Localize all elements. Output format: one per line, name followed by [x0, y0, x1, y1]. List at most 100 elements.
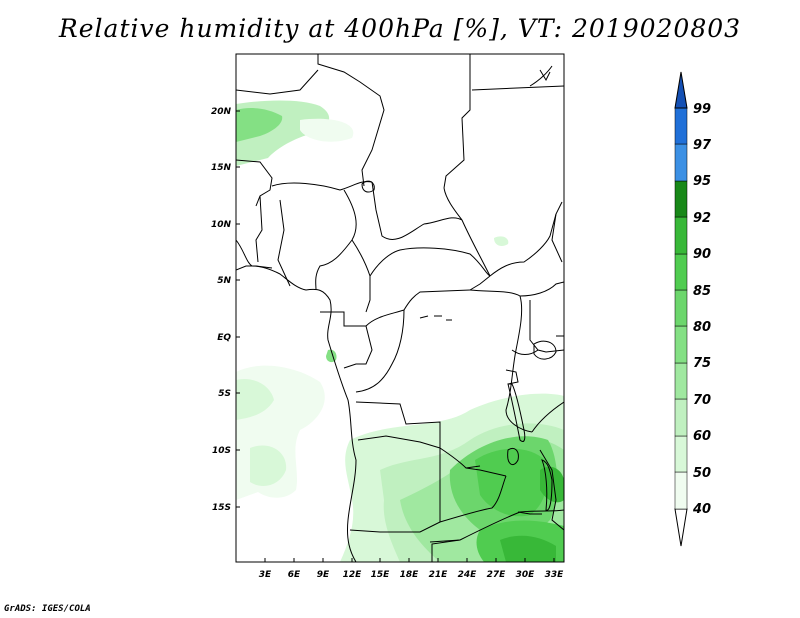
border-rwanda — [505, 369, 519, 385]
colorbar-below-40-triangle — [674, 508, 688, 547]
colorbar-label-80: 80 — [693, 320, 711, 335]
lake-tanganyika — [507, 383, 526, 443]
border-libya-chad — [317, 54, 385, 187]
border-car-south — [369, 247, 491, 277]
lat-label-5s: 5S — [218, 389, 231, 399]
colorbar-swatch-97-99 — [674, 107, 688, 145]
lat-label-15s: 15S — [212, 503, 231, 513]
colorbar-label-60: 60 — [693, 429, 711, 444]
lon-label-15e: 15E — [371, 570, 391, 580]
colorbar-label-50: 50 — [693, 466, 711, 481]
lake-victoria — [533, 340, 557, 360]
border-kenya-uganda — [529, 300, 564, 353]
border-congo — [365, 289, 471, 327]
river-congo-islands — [419, 315, 452, 321]
border-sudan-east — [471, 85, 564, 91]
colorbar-label-95: 95 — [693, 174, 711, 189]
border-ethiopia — [551, 213, 563, 263]
lat-label-20n: 20N — [211, 107, 232, 117]
colorbar-swatch-50-60 — [674, 435, 688, 473]
lat-label-eq: EQ — [217, 333, 231, 343]
lon-axis: 3E 6E 9E 12E 15E 18E 21E 24E 27E 30E 33E — [259, 558, 564, 580]
border-chad-sudan — [443, 187, 491, 277]
border-botswana — [431, 539, 461, 562]
colorbar-label-97: 97 — [693, 138, 712, 153]
lake-mweru — [507, 447, 519, 466]
colorbar-label-40: 40 — [692, 502, 711, 517]
lon-label-24e: 24E — [458, 570, 478, 580]
colorbar-above-99-triangle — [674, 71, 688, 109]
colorbar-swatch-75-80 — [674, 325, 688, 364]
border-drc-west — [355, 309, 405, 393]
coastline-guinea — [236, 265, 273, 271]
border-niger-algeria — [236, 69, 319, 95]
colorbar-label-85: 85 — [693, 284, 711, 299]
lon-label-33e: 33E — [545, 570, 565, 580]
lake-kariba — [517, 511, 542, 515]
rh-area-central-east-light — [494, 236, 509, 246]
rh-area-southern-85 — [475, 448, 548, 517]
lon-label-9e: 9E — [317, 570, 330, 580]
border-eritrea — [539, 69, 551, 82]
colorbar-swatch-85-90 — [674, 253, 688, 291]
chart-title: Relative humidity at 400hPa [%], VT: 201… — [58, 14, 742, 43]
border-niger-nigeria — [271, 181, 373, 191]
lat-label-10s: 10S — [212, 446, 231, 456]
border-drc-south — [355, 401, 481, 469]
colorbar-swatch-92-95 — [674, 180, 688, 218]
lon-label-21e: 21E — [429, 570, 449, 580]
lat-label-5n: 5N — [217, 276, 231, 286]
border-tanzania — [531, 401, 564, 433]
lon-label-3e: 3E — [259, 570, 272, 580]
rh-area-atlantic-mid — [236, 378, 274, 420]
lon-label-27e: 27E — [487, 570, 507, 580]
colorbar-label-75: 75 — [693, 356, 711, 371]
border-nigeria-east — [277, 199, 291, 287]
colorbar-label-70: 70 — [693, 393, 711, 408]
border-drc-east — [505, 295, 533, 433]
border-ssudan-west — [469, 275, 491, 291]
coastline-west-africa — [236, 239, 357, 562]
red-sea-coast — [529, 65, 553, 87]
lon-label-12e: 12E — [343, 570, 363, 580]
border-burkina — [255, 195, 263, 263]
lat-label-10n: 10N — [211, 220, 232, 230]
colorbar-label-99: 99 — [693, 102, 711, 117]
lat-axis: 20N 15N 10N 5N EQ 5S 10S 15S — [211, 107, 240, 513]
map-boundaries — [236, 54, 564, 562]
colorbar-swatch-60-70 — [674, 398, 688, 437]
colorbar-swatch-80-85 — [674, 289, 688, 327]
humidity-shading — [236, 100, 564, 562]
border-sudan-ssudan — [489, 201, 563, 277]
colorbar-label-92: 92 — [693, 211, 711, 226]
border-angola-namibia — [349, 521, 441, 533]
border-zambia-east — [465, 467, 507, 477]
border-zambia — [439, 448, 507, 523]
lake-malawi — [541, 459, 553, 511]
border-ssudan-south — [469, 281, 564, 297]
rh-area-southeast-90 — [500, 535, 556, 562]
border-chad-car — [371, 181, 463, 240]
lake-chad — [361, 180, 375, 193]
lon-label-18e: 18E — [400, 570, 420, 580]
lon-label-6e: 6E — [288, 570, 301, 580]
border-cameroon-car — [351, 239, 371, 313]
footer-credit: GrADS: IGES/COLA — [4, 604, 91, 614]
border-mali-niger — [236, 159, 273, 207]
border-uganda-south — [511, 349, 539, 355]
border-gabon — [320, 311, 373, 369]
border-mozambique — [539, 449, 564, 531]
colorbar: 40 50 60 70 75 80 85 90 92 95 97 99 — [674, 71, 712, 547]
border-angola-south — [357, 435, 441, 449]
lat-label-15n: 15N — [211, 163, 232, 173]
border-egypt-sudan — [443, 54, 471, 189]
colorbar-swatch-70-75 — [674, 362, 688, 400]
colorbar-swatch-90-92 — [674, 216, 688, 255]
rh-area-west-africa-core — [236, 108, 283, 142]
colorbar-swatch-40-50 — [674, 471, 688, 510]
colorbar-swatch-95-97 — [674, 143, 688, 182]
border-nigeria-cameroon — [315, 189, 357, 291]
rh-area-central-light — [300, 118, 354, 142]
colorbar-label-90: 90 — [693, 247, 711, 262]
